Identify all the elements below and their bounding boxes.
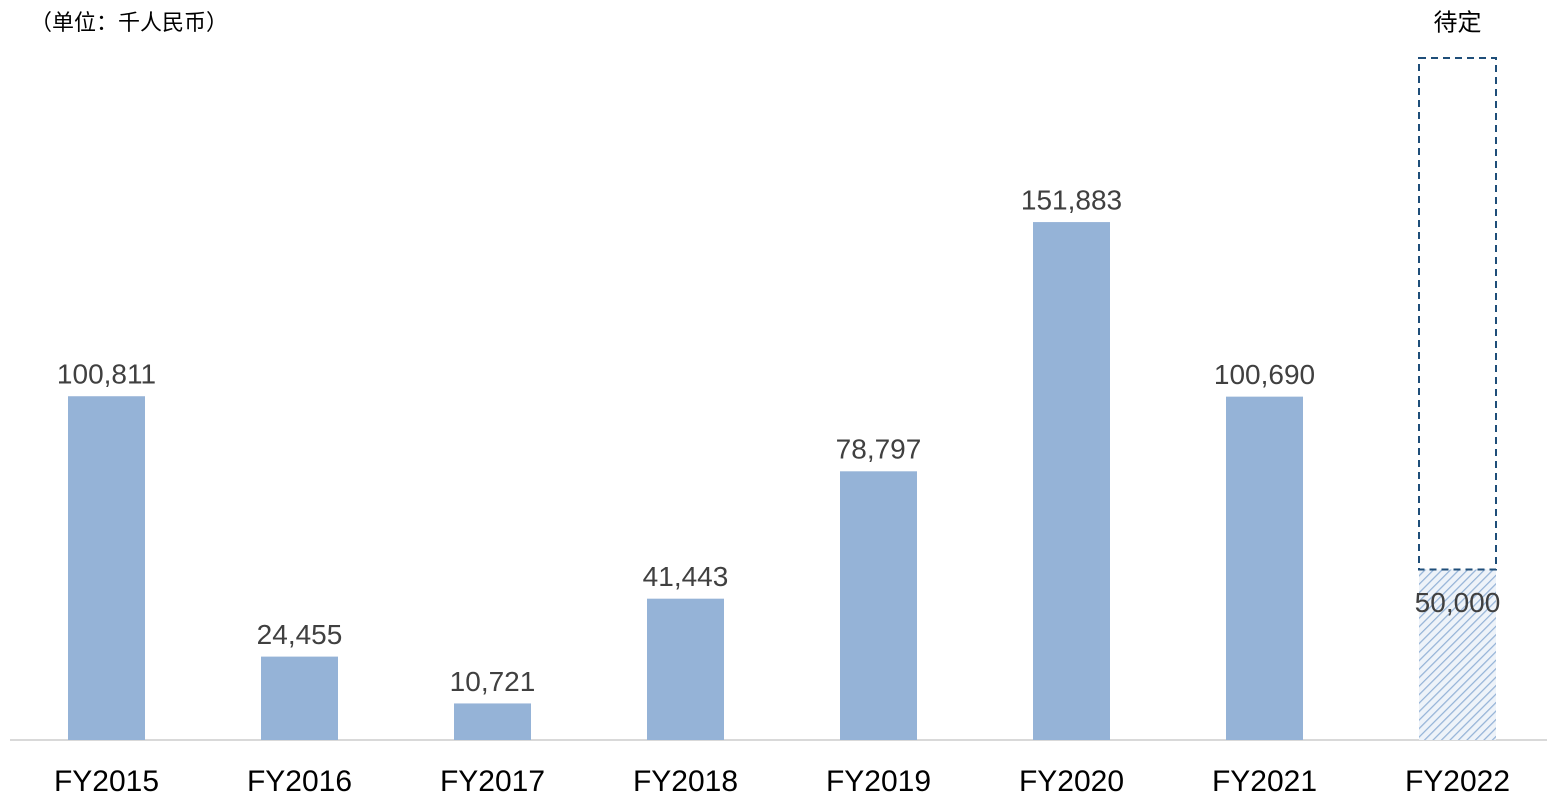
value-label: 50,000 (1415, 587, 1501, 618)
x-tick-label: FY2022 (1405, 765, 1510, 798)
bar (454, 703, 531, 740)
value-label: 24,455 (257, 619, 343, 650)
value-label: 151,883 (1021, 184, 1122, 215)
x-tick-label: FY2015 (54, 765, 159, 798)
bar (840, 471, 917, 740)
bar (261, 656, 338, 740)
pending-label: 待定 (1434, 9, 1482, 37)
x-tick-label: FY2021 (1212, 765, 1317, 798)
bar (1033, 222, 1110, 740)
x-tick-label: FY2020 (1019, 765, 1124, 798)
bar (1226, 396, 1303, 740)
pending-bar (1418, 57, 1497, 571)
bar (68, 396, 145, 740)
unit-label: （单位：千人民币） (30, 11, 228, 36)
x-tick-label: FY2018 (633, 765, 738, 798)
x-tick-label: FY2017 (440, 765, 545, 798)
value-label: 41,443 (643, 561, 729, 592)
x-tick-label: FY2019 (826, 765, 931, 798)
bar (647, 598, 724, 740)
value-label: 78,797 (836, 434, 922, 465)
x-tick-label: FY2016 (247, 765, 352, 798)
value-label: 100,690 (1214, 359, 1315, 390)
value-label: 100,811 (57, 359, 156, 390)
bar (1419, 569, 1496, 740)
value-label: 10,721 (450, 666, 536, 697)
